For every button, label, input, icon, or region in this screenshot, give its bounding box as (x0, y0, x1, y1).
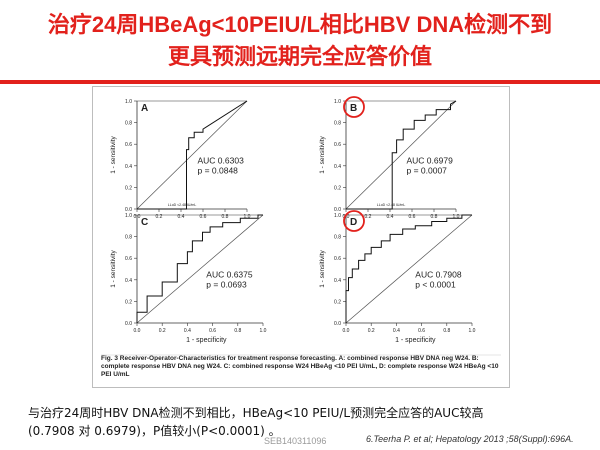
panel-d-y-tick-label: 1.0 (334, 213, 341, 219)
panel-d-y-axis-label: 1 - sensitivity (319, 249, 326, 287)
panel-d-y-tick-label: 0.6 (334, 256, 341, 262)
figure-caption: Fig. 3 Receiver-Operator-Characteristics… (101, 355, 501, 379)
panel-d-y-tick-label: 0.0 (334, 321, 341, 327)
panel-b-y-tick-label: 0.6 (334, 142, 341, 148)
panel-c-x-tick-label: 0.2 (159, 328, 166, 334)
panel-c-y-axis-label: 1 - sensitivity (110, 249, 117, 287)
panel-d-annotation-line: p < 0.0001 (415, 280, 456, 290)
panel-b-small-label: LLoD <2.48 IU/mL (377, 203, 406, 207)
panel-c-x-axis-label: 1 - specificity (186, 337, 227, 344)
panel-d-x-tick-label: 0.6 (418, 328, 425, 334)
panel-c-y-tick-label: 0.8 (125, 235, 132, 241)
roc-figure: 0.0 0.2 0.4 0.6 0.8 1.0 0.0 0.2 0.4 0.6 0.8 1.0 1 - … (92, 86, 510, 388)
panel-c-x-tick-label: 0.8 (234, 328, 241, 334)
panel-c-x-tick-label: 1.0 (260, 328, 267, 334)
panel-d-x-tick-label: 0.4 (393, 328, 400, 334)
panel-a-y-axis-label: 1 - sensitivity (110, 135, 117, 173)
panel-b-y-tick-label: 0.2 (334, 185, 341, 191)
panel-c-y-tick-label: 0.4 (125, 278, 132, 284)
panel-c-annotation-line: p = 0.0693 (206, 280, 247, 290)
panel-b-letter: B (350, 103, 357, 114)
panel-a-y-tick-label: 1.0 (125, 99, 132, 105)
title-divider (0, 80, 600, 84)
panel-b-annotation-line: p = 0.0007 (407, 166, 448, 176)
panel-c-x-tick-label: 0.6 (209, 328, 216, 334)
panel-d-letter: D (350, 217, 357, 228)
panel-c-letter: C (141, 217, 148, 228)
roc-charts-svg: 0.0 0.2 0.4 0.6 0.8 1.0 0.0 0.2 0.4 0.6 0.8 1.0 1 - … (93, 87, 509, 387)
panel-b-y-tick-label: 1.0 (334, 99, 341, 105)
panel-d-x-tick-label: 0.2 (368, 328, 375, 334)
panel-b-y-axis-label: 1 - sensitivity (319, 135, 326, 173)
panel-d-y-tick-label: 0.2 (334, 299, 341, 305)
summary-line1: 与治疗24周时HBV DNA检测不到相比，HBeAg<10 PEIU/L预测完全… (28, 404, 588, 422)
panel-b-y-tick-label: 0.8 (334, 121, 341, 127)
panel-d-x-tick-label: 1.0 (469, 328, 476, 334)
panel-c-y-tick-label: 1.0 (125, 213, 132, 219)
panel-d-x-tick-label: 0.0 (343, 328, 350, 334)
panel-a-annotation-line: p = 0.0848 (198, 166, 239, 176)
panel-c-annotation-line: AUC 0.6375 (206, 270, 253, 280)
panel-c-x-tick-label: 0.0 (134, 328, 141, 334)
panel-b-annotation-line: AUC 0.6979 (407, 156, 454, 166)
panel-a-small-label: LLoD <2.48 IU/mL (168, 203, 197, 207)
watermark-code: SEB140311096 (264, 436, 326, 446)
panel-a-y-tick-label: 0.8 (125, 121, 132, 127)
panel-d-x-axis-label: 1 - specificity (395, 337, 436, 344)
panel-a-y-tick-label: 0.2 (125, 185, 132, 191)
panel-a-y-tick-label: 0.4 (125, 164, 132, 170)
panel-d-x-tick-label: 0.8 (443, 328, 450, 334)
slide-title-line2: 更具预测远期完全应答价值 (10, 44, 590, 70)
panel-d-annotation-line: AUC 0.7908 (415, 270, 462, 280)
panel-a-letter: A (141, 103, 148, 114)
panel-c-y-tick-label: 0.2 (125, 299, 132, 305)
panel-a-annotation-line: AUC 0.6303 (198, 156, 245, 166)
panel-b-y-tick-label: 0.4 (334, 164, 341, 170)
panel-d-y-tick-label: 0.8 (334, 235, 341, 241)
panel-c-x-tick-label: 0.4 (184, 328, 191, 334)
slide-title-line1: 治疗24周HBeAg<10PEIU/L相比HBV DNA检测不到 (10, 12, 590, 38)
panel-a-y-tick-label: 0.6 (125, 142, 132, 148)
panel-c-y-tick-label: 0.0 (125, 321, 132, 327)
panel-c-y-tick-label: 0.6 (125, 256, 132, 262)
citation: 6.Teerha P. et al; Hepatology 2013 ;58(S… (366, 434, 574, 444)
panel-d-y-tick-label: 0.4 (334, 278, 341, 284)
